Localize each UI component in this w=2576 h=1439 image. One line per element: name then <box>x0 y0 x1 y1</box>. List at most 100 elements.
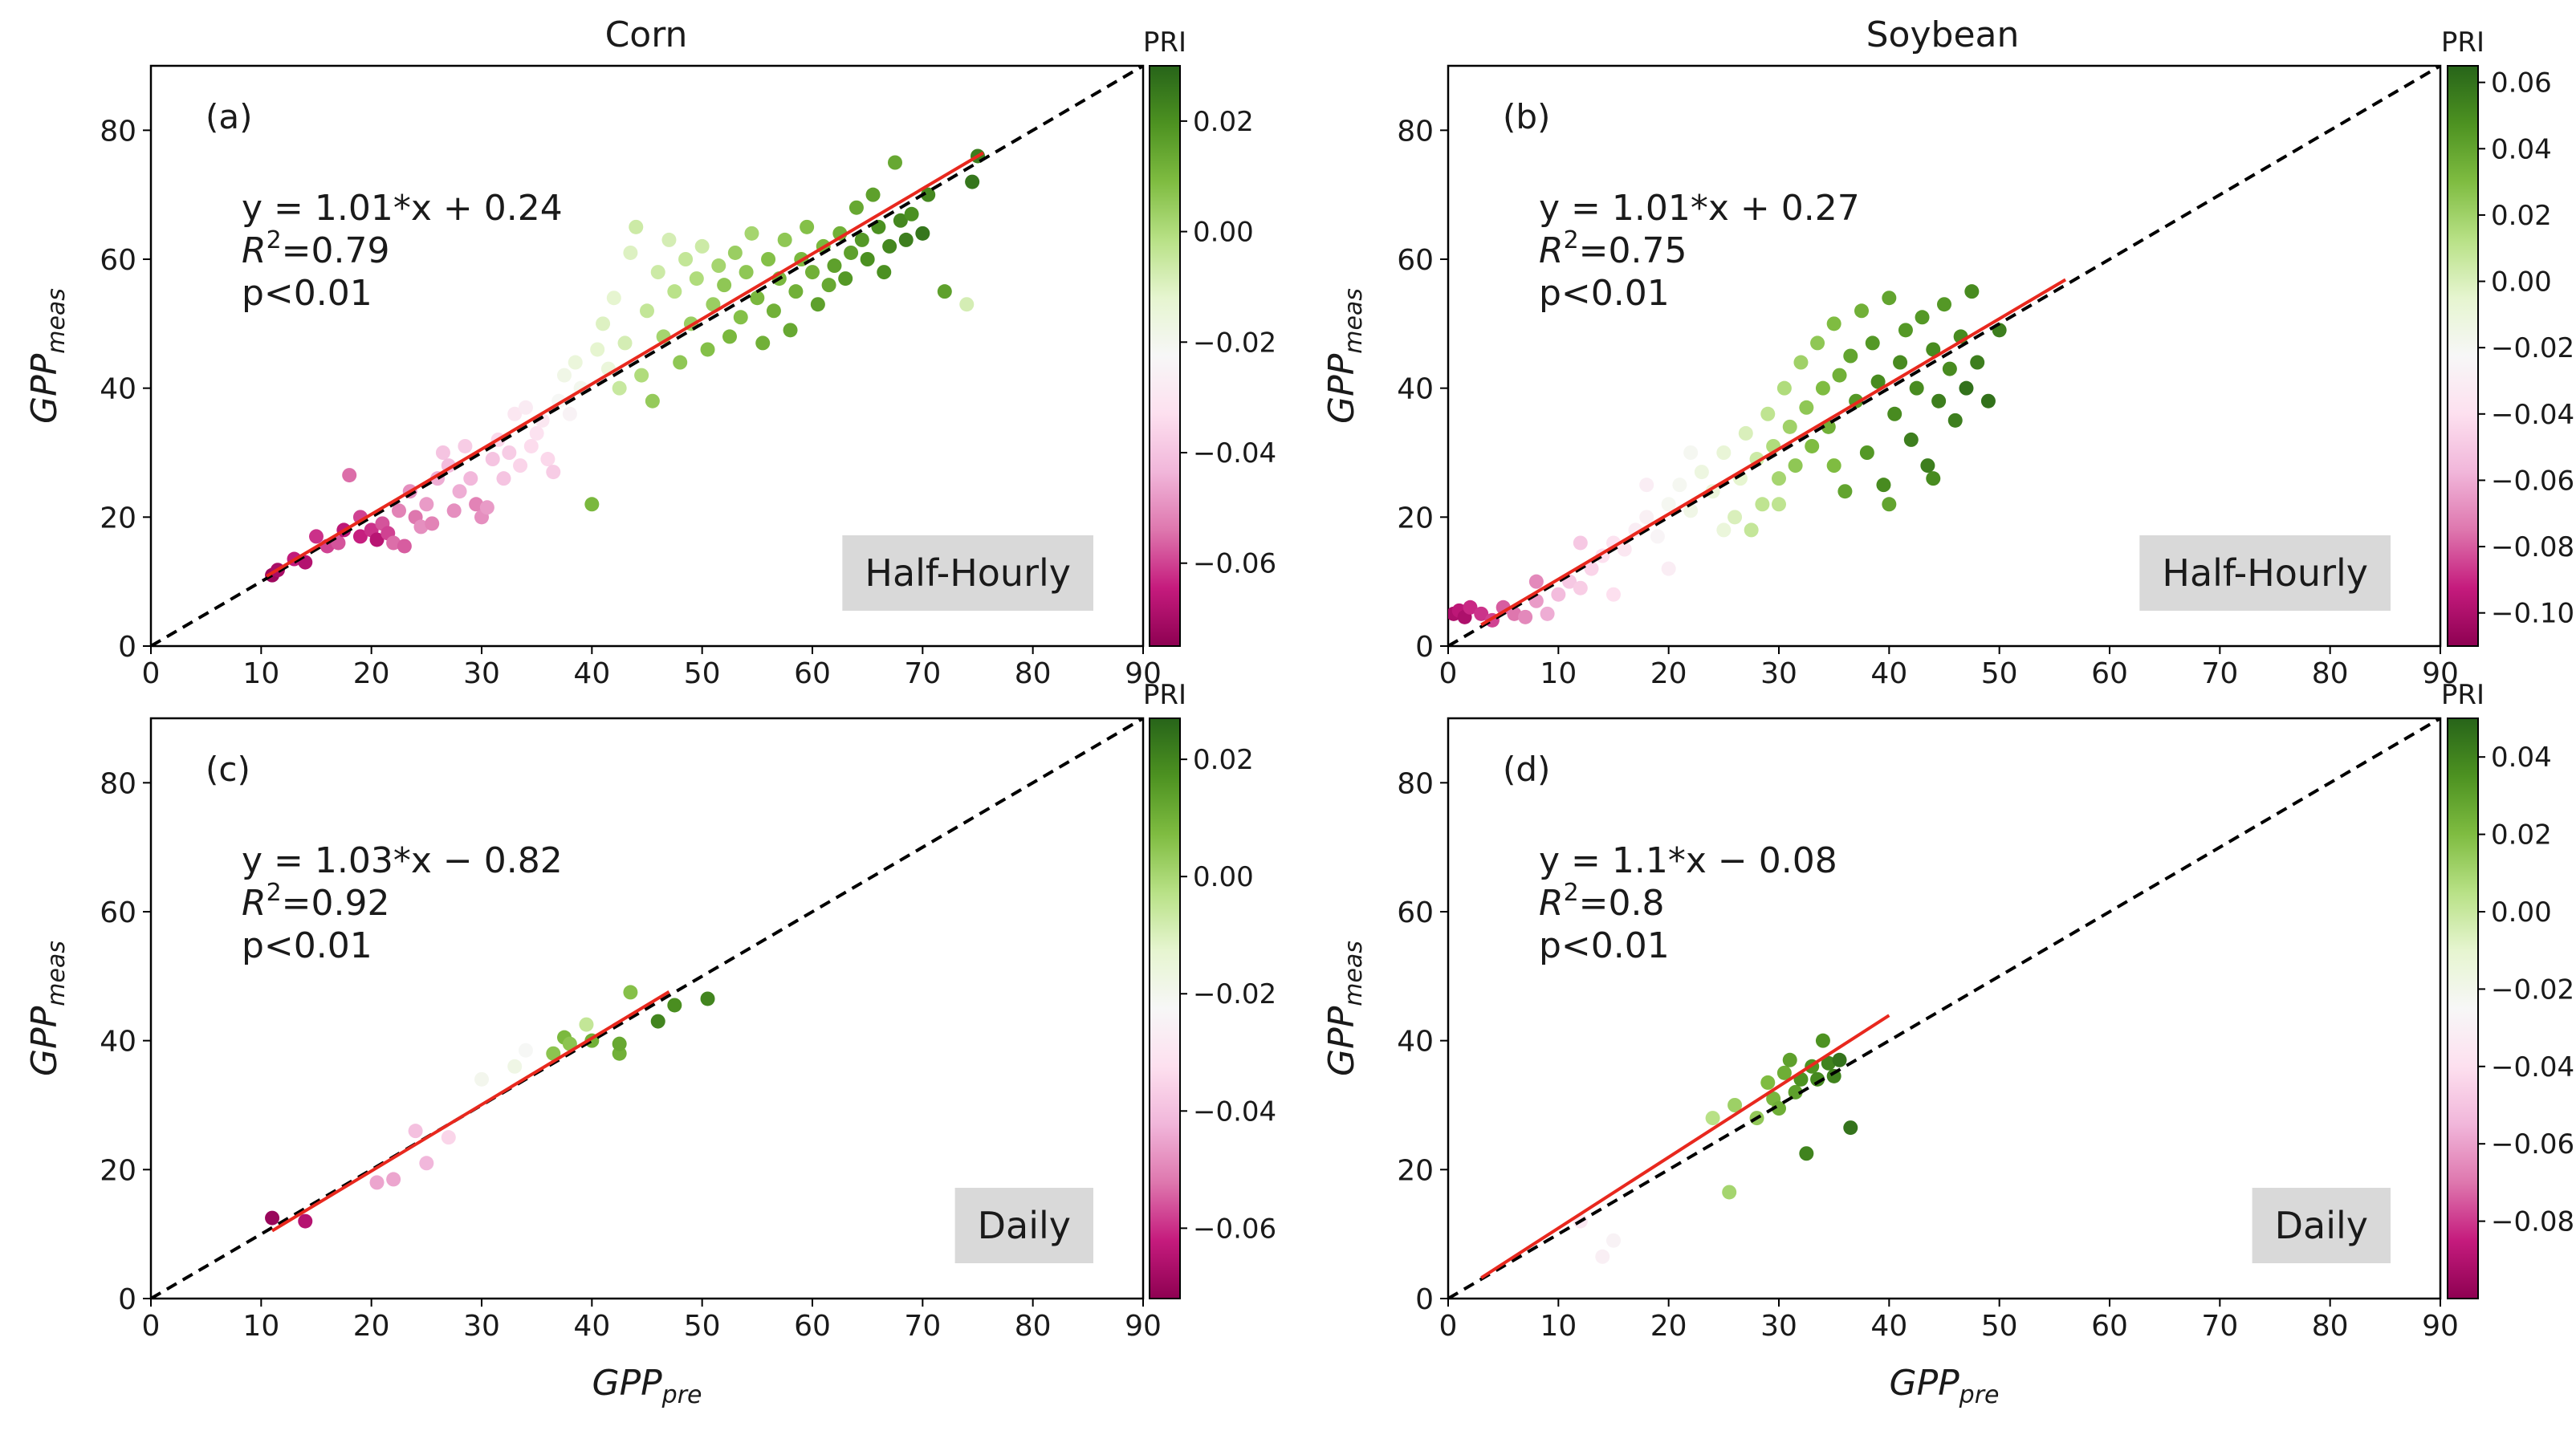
data-point <box>1782 419 1797 434</box>
data-point <box>1826 316 1841 331</box>
column-title-corn: Corn <box>605 14 688 55</box>
colorbar-tick-label: −0.08 <box>2491 1206 2574 1238</box>
y-axis-label: GPPmeas <box>1321 288 1368 424</box>
data-point <box>1837 484 1853 499</box>
x-tick-label: 30 <box>1760 657 1797 690</box>
data-point <box>1661 497 1676 512</box>
colorbar-tick-label: −0.06 <box>2491 465 2574 497</box>
colorbar-tick-label: −0.02 <box>2491 974 2574 1006</box>
data-point <box>617 335 633 351</box>
colorbar-tick-label: 0.04 <box>2491 133 2552 165</box>
data-point <box>1639 478 1654 493</box>
data-point <box>568 355 583 370</box>
data-point <box>1859 445 1874 460</box>
x-tick-label: 20 <box>1650 1310 1687 1343</box>
timescale-badge <box>954 1188 1093 1263</box>
data-point <box>540 452 555 467</box>
y-tick-label: 80 <box>100 767 136 800</box>
x-tick-label: 80 <box>2312 1310 2349 1343</box>
data-point <box>959 297 975 312</box>
r-squared-value: =0.8 <box>1579 883 1665 924</box>
data-point <box>342 468 357 483</box>
r-squared-value: =0.79 <box>282 230 390 271</box>
data-point <box>800 219 815 234</box>
data-point <box>612 1036 627 1051</box>
data-point <box>1870 374 1886 389</box>
data-point <box>485 452 500 467</box>
colorbar-tick-label: −0.02 <box>2491 332 2574 364</box>
colorbar-tick-label: 0.02 <box>1193 106 1254 138</box>
data-point <box>1810 1071 1825 1087</box>
x-tick-label: 50 <box>684 1310 721 1343</box>
x-tick-label: 90 <box>2422 1310 2459 1343</box>
data-point <box>1617 542 1632 557</box>
x-tick-label: 30 <box>463 657 500 690</box>
colorbar-tick-label: 0.02 <box>2491 200 2552 232</box>
data-point <box>1920 458 1935 474</box>
data-point <box>1793 355 1809 370</box>
data-point <box>425 516 440 531</box>
data-point <box>1964 284 1980 299</box>
p-value: p<0.01 <box>242 925 372 966</box>
data-point <box>844 245 859 260</box>
data-point <box>640 303 654 319</box>
data-point <box>1716 445 1732 460</box>
x-tick-label: 70 <box>904 657 941 690</box>
regression-equation: y = 1.01*x + 0.27 <box>1539 188 1860 229</box>
data-point <box>1788 458 1803 474</box>
data-point <box>496 471 511 486</box>
panel-b: 0 10 20 30 40 50 60 70 80 90 0 20 40 60 80 GPPmeas (b) y … <box>1321 26 2574 690</box>
x-tick-label: 90 <box>1125 1310 1162 1343</box>
plot-area <box>151 718 1143 1299</box>
data-point <box>562 406 577 421</box>
data-point <box>1970 355 1985 370</box>
data-point <box>1606 587 1621 602</box>
colorbar-tick-label: 0.00 <box>2491 896 2552 929</box>
p-value: p<0.01 <box>1539 925 1670 966</box>
data-point <box>805 265 820 280</box>
y-tick-label: 40 <box>1397 373 1434 406</box>
y-tick-label: 20 <box>1397 1154 1434 1187</box>
data-point <box>298 1213 313 1229</box>
data-point <box>1650 529 1665 544</box>
data-point <box>937 284 952 299</box>
y-tick-label: 80 <box>1397 115 1434 148</box>
x-tick-label: 80 <box>1015 657 1052 690</box>
x-tick-label: 90 <box>1125 657 1162 690</box>
colorbar <box>1149 717 1181 1299</box>
data-point <box>629 219 644 234</box>
data-point <box>623 985 638 1000</box>
colorbar-title: PRI <box>1143 679 1186 711</box>
y-tick-label: 80 <box>1397 767 1434 800</box>
data-point <box>1728 1098 1743 1112</box>
data-point <box>733 310 748 325</box>
data-point <box>673 355 688 370</box>
colorbar-tick-label: −0.02 <box>1193 978 1276 1010</box>
data-point <box>584 497 600 512</box>
plot-frame <box>1447 717 2442 1300</box>
data-point <box>1716 522 1732 538</box>
x-axis-label-main: GPP <box>1889 1363 1959 1404</box>
data-point <box>1584 561 1599 576</box>
data-point <box>1606 1233 1621 1248</box>
data-point <box>1815 380 1830 396</box>
regression-line <box>271 990 670 1233</box>
regression-line <box>1480 1014 1890 1279</box>
data-point <box>1882 291 1897 306</box>
data-point <box>507 1059 523 1074</box>
data-point <box>1518 609 1533 624</box>
data-point <box>1722 1185 1737 1200</box>
data-point <box>650 265 665 280</box>
data-point <box>1882 497 1897 512</box>
data-point <box>1843 348 1858 364</box>
data-point <box>1788 1084 1803 1100</box>
data-point <box>1937 297 1951 312</box>
data-point <box>739 265 754 280</box>
x-tick-label: 0 <box>1439 1310 1458 1343</box>
colorbar-title: PRI <box>2441 26 2484 59</box>
data-point <box>848 200 864 215</box>
data-point <box>827 258 842 274</box>
data-point <box>502 445 517 460</box>
data-point <box>1738 425 1753 441</box>
